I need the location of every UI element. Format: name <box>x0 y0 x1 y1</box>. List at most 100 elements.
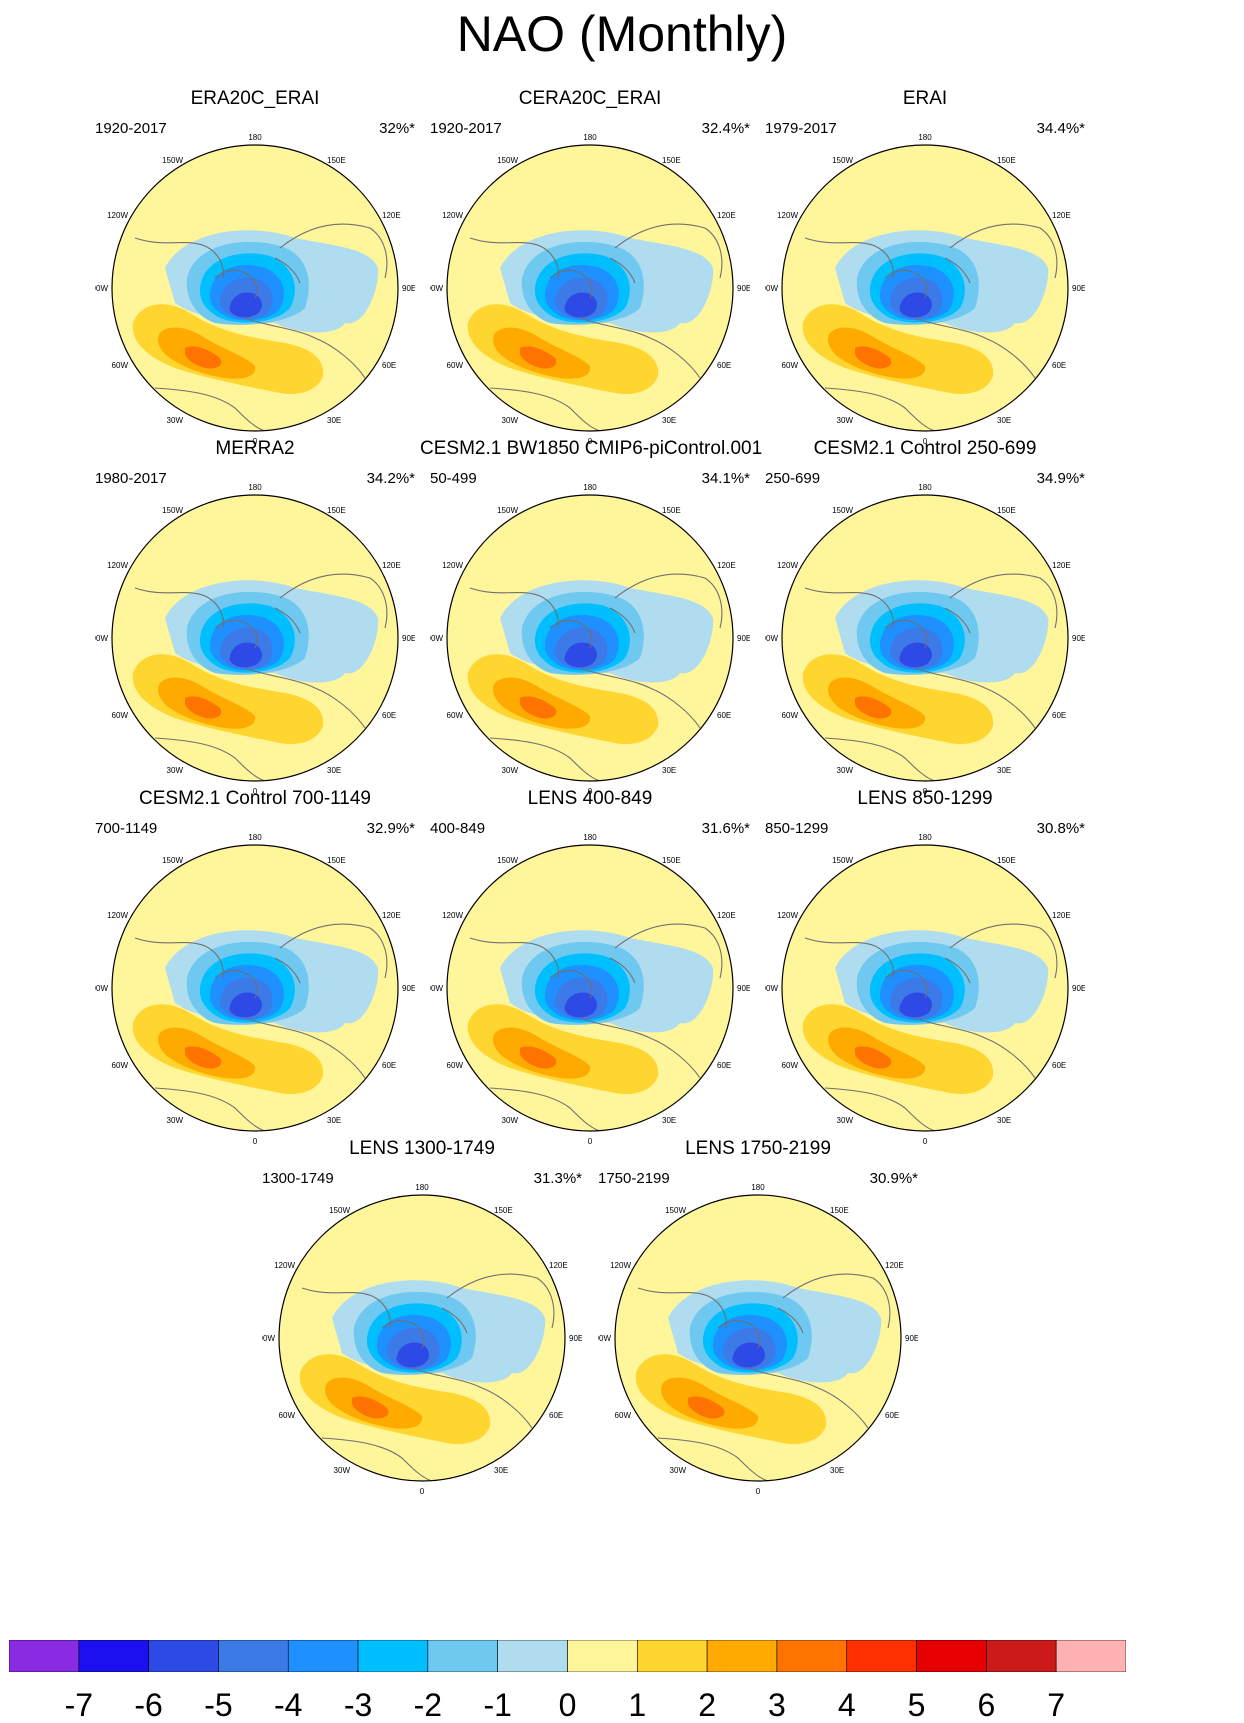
panel-variance-percent: 34.9%* <box>1036 470 1085 487</box>
positive-contour-1 <box>467 1004 659 1095</box>
positive-contour-3 <box>520 1046 557 1069</box>
panel-period: 1750-2199 <box>598 1170 670 1187</box>
map-boundary <box>446 844 734 1132</box>
panel-period: 50-499 <box>430 470 477 487</box>
colorbar-label: -6 <box>134 1687 163 1723</box>
lon-label-90e: 90E <box>569 1334 582 1343</box>
panel-title: LENS 1300-1749 <box>349 1138 495 1159</box>
lon-label-120w: 120W <box>107 211 128 220</box>
lon-label-60e: 60E <box>717 711 731 720</box>
colorbar-label: -7 <box>64 1687 94 1723</box>
lon-label-120e: 120E <box>382 211 401 220</box>
panel-variance-percent: 32.4%* <box>701 120 750 137</box>
map-boundary <box>781 844 1069 1132</box>
coastlines <box>637 1273 891 1481</box>
lon-label-90e: 90E <box>1072 634 1085 643</box>
lon-label-120w: 120W <box>777 561 798 570</box>
polar-map: 180 0 90W 90E 150W 150E 120W 120E 60W 60… <box>262 1183 582 1496</box>
colorbar-label: 2 <box>698 1687 717 1723</box>
colorbar-label: 4 <box>837 1687 856 1723</box>
lon-label-60e: 60E <box>717 1061 731 1070</box>
colorbar-label: -1 <box>483 1687 512 1723</box>
lon-label-30e: 30E <box>830 1466 844 1475</box>
lon-label-30e: 30E <box>327 766 341 775</box>
lon-label-90e: 90E <box>402 284 415 293</box>
positive-contour-3 <box>688 1396 725 1419</box>
lon-label-30e: 30E <box>662 1116 676 1125</box>
anomaly-field <box>447 845 733 1131</box>
lon-label-150w: 150W <box>162 156 183 165</box>
lon-label-90e: 90E <box>402 984 415 993</box>
panel-period: 850-1299 <box>765 820 829 837</box>
anomaly-field <box>782 145 1068 431</box>
colorbar-box-1 <box>9 1640 80 1672</box>
lon-label-60e: 60E <box>885 1411 899 1420</box>
anomaly-field <box>112 145 398 431</box>
lon-label-60e: 60E <box>717 361 731 370</box>
negative-contour-6 <box>899 992 932 1018</box>
lon-label-top: 180 <box>415 1183 429 1192</box>
lon-label-30w: 30W <box>837 416 854 425</box>
colorbar-box-6 <box>357 1640 429 1672</box>
colorbar-box-10 <box>637 1640 708 1672</box>
lon-label-90w: 90W <box>430 984 443 993</box>
negative-contour-6 <box>899 642 932 668</box>
map-boundary <box>446 494 734 782</box>
lon-label-120e: 120E <box>382 561 401 570</box>
negative-contour-6 <box>564 642 597 668</box>
lon-label-top: 180 <box>583 833 597 842</box>
lon-label-90w: 90W <box>765 634 778 643</box>
panel-variance-percent: 30.8%* <box>1036 820 1085 837</box>
lon-label-30e: 30E <box>327 416 341 425</box>
polar-map: 180 0 90W 90E 150W 150E 120W 120E 60W 60… <box>598 1183 918 1496</box>
map-panel-9: LENS 850-1299 850-1299 30.8%* <box>755 788 1095 1148</box>
lon-label-30w: 30W <box>167 766 184 775</box>
colorbar-box-4 <box>218 1640 289 1672</box>
negative-contour-6 <box>732 1342 765 1368</box>
figure-title: NAO (Monthly) <box>456 6 788 62</box>
polar-map: 180 0 90W 90E 150W 150E 120W 120E 60W 60… <box>95 483 415 796</box>
colorbar-box-12 <box>776 1640 848 1672</box>
positive-contour-3 <box>185 1046 222 1069</box>
map-panel-7: CESM2.1 Control 700-1149 700-1149 32.9%* <box>85 788 425 1148</box>
panel-variance-percent: 34.2%* <box>366 470 415 487</box>
positive-contour-1 <box>132 304 324 395</box>
lon-label-150w: 150W <box>497 156 518 165</box>
panel-title: ERAI <box>902 88 948 109</box>
lon-label-150w: 150W <box>329 1206 350 1215</box>
lon-label-90w: 90W <box>765 284 778 293</box>
panel-title: CERA20C_ERAI <box>518 88 662 109</box>
lon-label-150e: 150E <box>494 1206 513 1215</box>
map-boundary <box>111 144 399 432</box>
lon-label-150e: 150E <box>327 156 346 165</box>
lon-label-90w: 90W <box>95 634 108 643</box>
lon-label-120w: 120W <box>777 211 798 220</box>
lon-label-90e: 90E <box>737 984 750 993</box>
lon-label-120w: 120W <box>442 911 463 920</box>
panel-title: MERRA2 <box>215 438 295 459</box>
colorbar <box>9 1640 1126 1672</box>
negative-contour-6 <box>229 642 262 668</box>
lon-label-150w: 150W <box>832 856 853 865</box>
lon-label-30w: 30W <box>837 766 854 775</box>
lon-label-30w: 30W <box>837 1116 854 1125</box>
lon-label-120e: 120E <box>717 561 736 570</box>
panel-variance-percent: 30.9%* <box>869 1170 918 1187</box>
lon-label-120w: 120W <box>107 561 128 570</box>
lon-label-30e: 30E <box>327 1116 341 1125</box>
positive-contour-3 <box>520 696 557 719</box>
lon-label-bottom: 0 <box>420 1487 425 1496</box>
lon-label-120e: 120E <box>1052 911 1071 920</box>
panel-title: CESM2.1 Control 700-1149 <box>139 788 371 809</box>
map-boundary <box>111 494 399 782</box>
lon-label-30e: 30E <box>997 1116 1011 1125</box>
panel-title: CESM2.1 Control 250-699 <box>813 438 1037 459</box>
lon-label-top: 180 <box>918 833 932 842</box>
positive-contour-1 <box>802 304 994 395</box>
lon-label-bottom: 0 <box>253 787 258 796</box>
lon-label-top: 180 <box>583 133 597 142</box>
colorbar-label: 5 <box>907 1687 926 1723</box>
lon-label-bottom: 0 <box>253 437 258 446</box>
lon-label-bottom: 0 <box>588 787 593 796</box>
lon-label-90w: 90W <box>262 1334 275 1343</box>
